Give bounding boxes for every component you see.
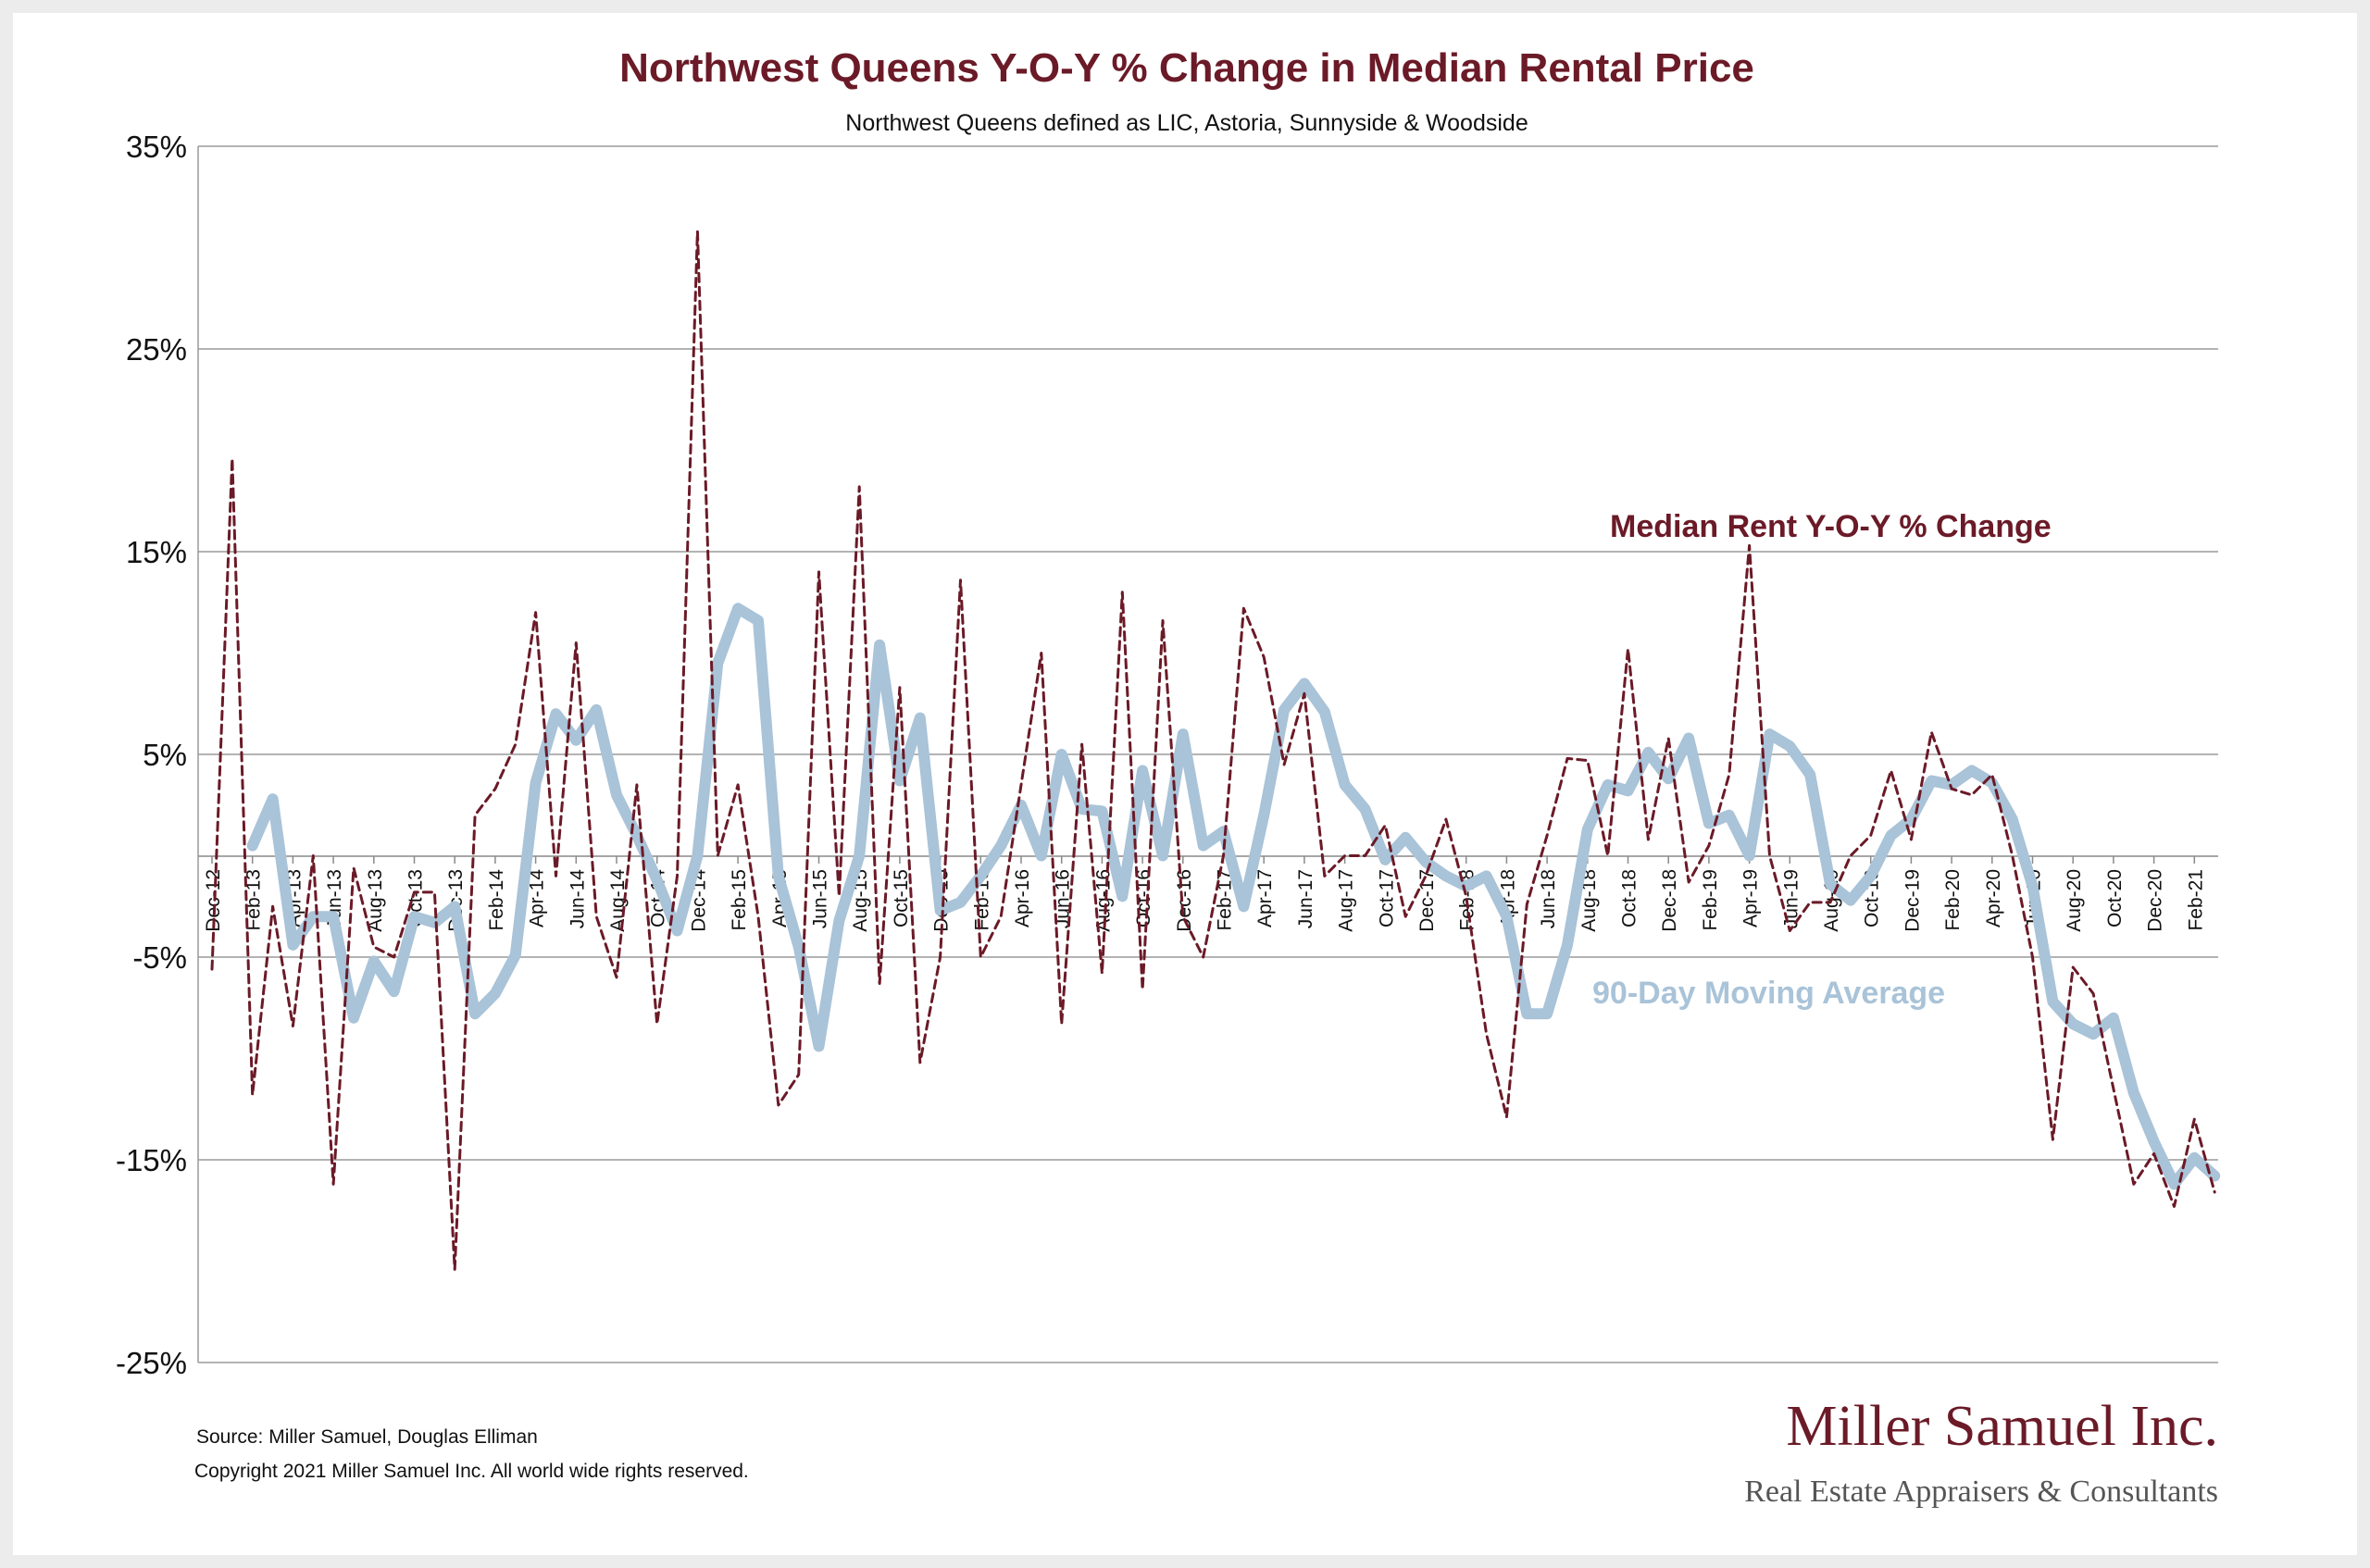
x-tick-label: Aug-13	[365, 869, 386, 932]
logo-name: Miller Samuel Inc.	[1786, 1395, 2218, 1458]
x-tick-label: Aug-20	[2064, 869, 2085, 932]
x-tick-label: Apr-17	[1254, 869, 1276, 927]
x-tick-label: Feb-13	[243, 869, 265, 931]
y-tick-label: 35%	[126, 130, 187, 164]
x-tick-label: Oct-18	[1619, 869, 1640, 927]
source-note: Source: Miller Samuel, Douglas Elliman	[196, 1426, 538, 1448]
x-axis: Dec-12 Feb-13 Apr-13 Jun-13 Aug-13 Oct-13 Dec-…	[203, 856, 2206, 932]
x-tick-label: Feb-14	[486, 869, 507, 931]
x-tick-label: Jun-17	[1295, 869, 1316, 928]
series-layer	[210, 230, 2221, 1271]
x-tick-label: Dec-16	[1174, 869, 1195, 932]
x-tick-label: Jun-14	[567, 869, 588, 929]
x-tick-label: Aug-18	[1578, 869, 1600, 932]
x-tick-label: Oct-17	[1376, 869, 1397, 927]
x-tick-label: Oct-20	[2104, 869, 2126, 927]
x-tick-label: Apr-20	[1983, 869, 2004, 927]
y-axis: 35% 25% 15% 5% -5% -15% -25%	[116, 130, 187, 1380]
x-tick-label: Feb-21	[2185, 869, 2206, 931]
x-tick-label: Feb-15	[729, 869, 750, 931]
y-tick-label: -15%	[116, 1143, 187, 1177]
moving-average-line	[246, 603, 2221, 1190]
logo-tagline: Real Estate Appraisers & Consultants	[1744, 1475, 2218, 1509]
copyright-note: Copyright 2021 Miller Samuel Inc. All wo…	[194, 1461, 749, 1482]
rent-series-label: Median Rent Y-O-Y % Change	[1610, 509, 2052, 544]
x-tick-label: Feb-20	[1942, 869, 1964, 931]
x-tick-label: Apr-19	[1740, 869, 1762, 927]
x-tick-label: Apr-14	[527, 869, 548, 927]
chart-title: Northwest Queens Y-O-Y % Change in Media…	[619, 45, 1754, 91]
x-tick-label: Aug-17	[1336, 869, 1357, 932]
chart-subtitle: Northwest Queens defined as LIC, Astoria…	[845, 110, 1528, 136]
y-tick-label: 25%	[126, 332, 187, 367]
x-tick-label: Dec-12	[203, 869, 224, 932]
chart-frame: Northwest Queens Y-O-Y % Change in Media…	[13, 13, 2357, 1555]
y-tick-label: -5%	[132, 940, 187, 975]
y-tick-label: -25%	[116, 1346, 187, 1380]
line-chart: Northwest Queens Y-O-Y % Change in Media…	[116, 45, 2221, 1509]
x-tick-label: Dec-18	[1659, 869, 1680, 932]
y-tick-label: 5%	[143, 738, 187, 772]
x-tick-label: Oct-16	[1133, 869, 1154, 927]
gridlines	[197, 145, 2218, 1363]
x-tick-label: Jun-16	[1053, 869, 1074, 928]
rent-yoy-line	[210, 230, 2216, 1271]
average-series-label: 90-Day Moving Average	[1592, 976, 1945, 1011]
x-tick-label: Dec-19	[1902, 869, 1923, 932]
x-tick-label: Oct-15	[891, 869, 912, 927]
x-tick-label: Jun-15	[810, 869, 831, 928]
x-tick-label: Jun-18	[1538, 869, 1559, 928]
y-tick-label: 15%	[126, 535, 187, 569]
x-tick-label: Dec-20	[2145, 869, 2166, 932]
company-logo: Miller Samuel Inc. Real Estate Appraiser…	[1744, 1395, 2218, 1509]
x-tick-label: Feb-19	[1700, 869, 1721, 931]
x-tick-label: Feb-17	[1215, 869, 1236, 931]
x-tick-label: Dec-17	[1416, 869, 1438, 932]
x-tick-label: Apr-16	[1012, 869, 1033, 927]
